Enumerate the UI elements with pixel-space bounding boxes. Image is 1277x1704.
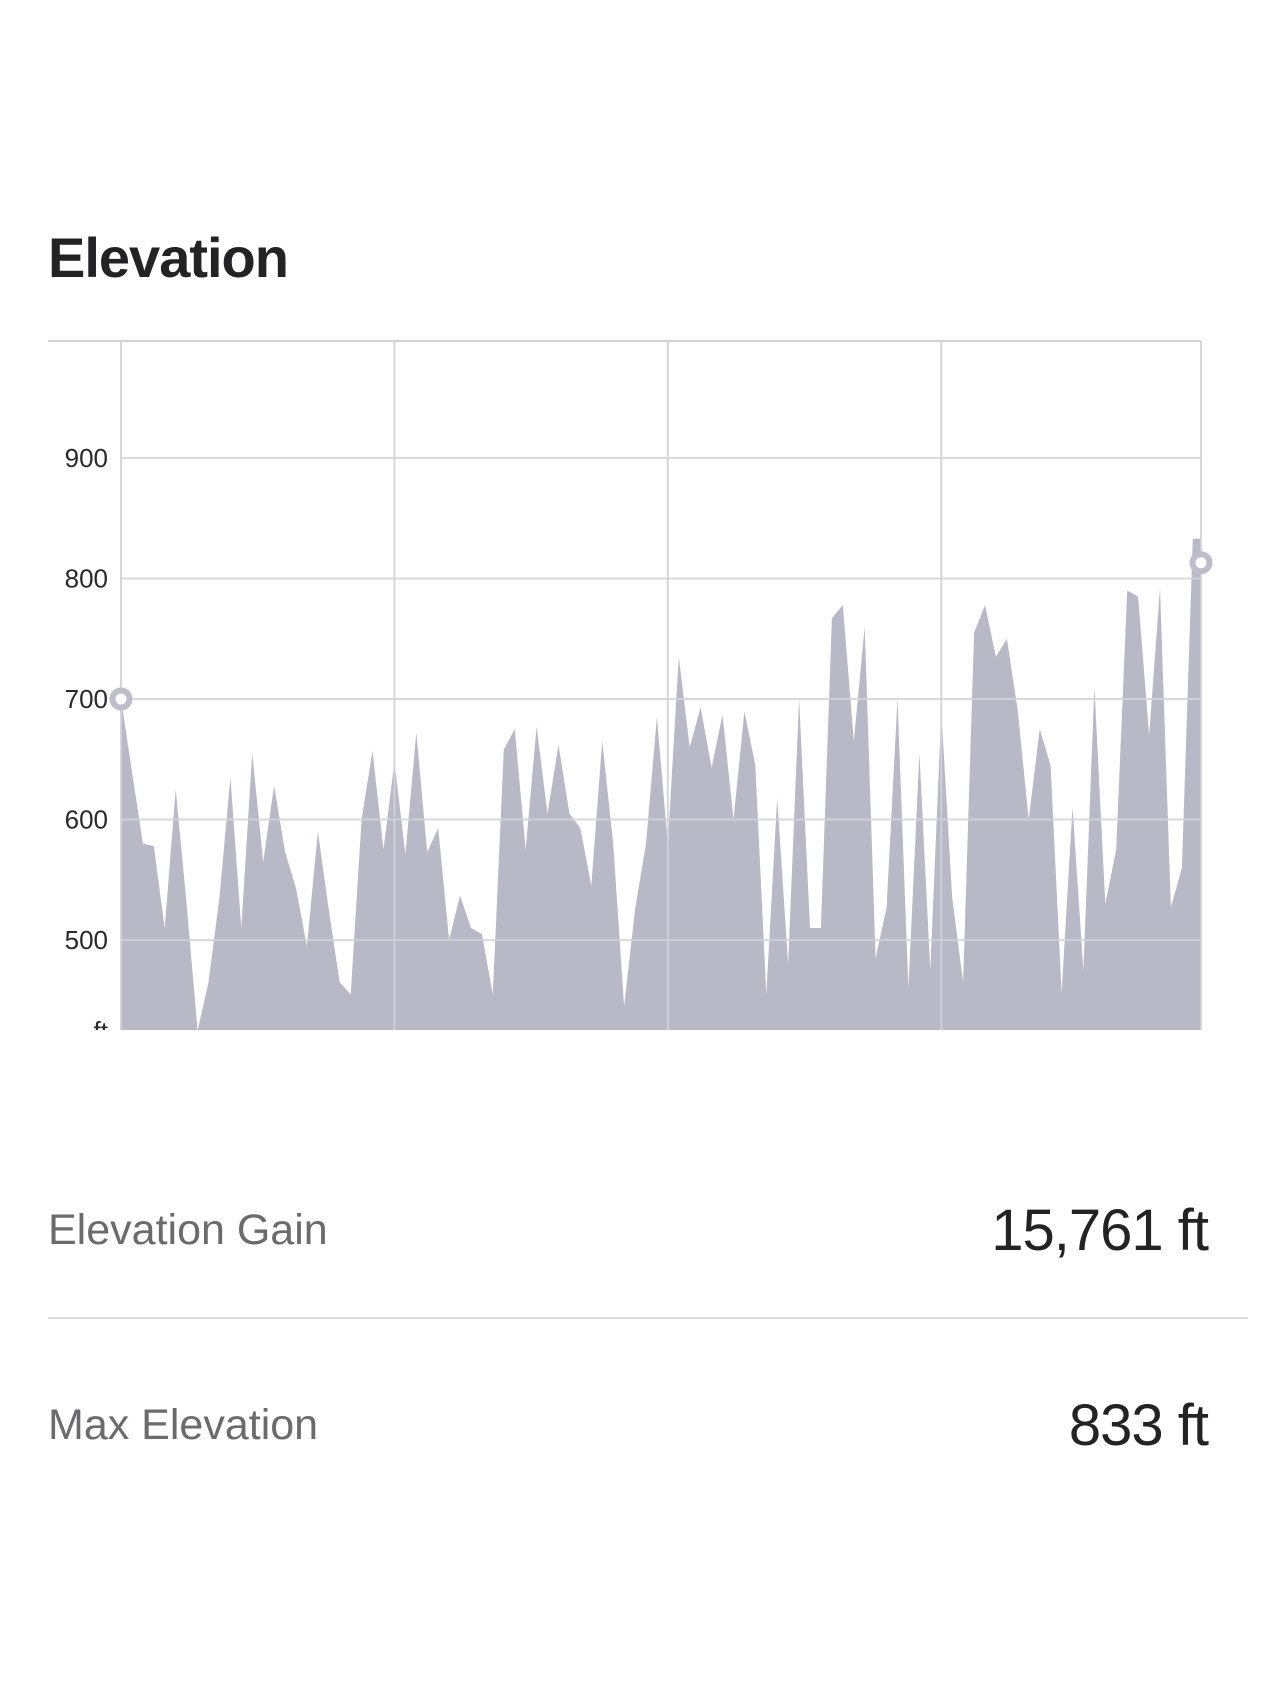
- y-tick-label-700: 700: [65, 684, 108, 714]
- y-unit-label: ft: [94, 1016, 109, 1030]
- y-tick-label-600: 600: [65, 805, 108, 835]
- start-marker: [109, 687, 133, 711]
- stats-divider: [48, 1317, 1248, 1319]
- section-title: Elevation: [48, 226, 289, 289]
- end-marker: [1189, 551, 1213, 575]
- elevation-gain-value: 15,761 ft: [991, 1197, 1209, 1263]
- elevation-chart: 500600700800900ftmi20.040.060.0: [48, 340, 1213, 1030]
- y-tick-label-500: 500: [65, 925, 108, 955]
- max-elevation-label: Max Elevation: [48, 1400, 319, 1449]
- max-elevation-value: 833 ft: [1068, 1392, 1209, 1458]
- stat-row-elevation-gain: Elevation Gain 15,761 ft: [48, 1175, 1209, 1285]
- y-tick-label-800: 800: [65, 563, 108, 593]
- elevation-gain-label: Elevation Gain: [48, 1205, 328, 1254]
- y-tick-label-900: 900: [65, 443, 108, 473]
- elevation-area: [121, 538, 1201, 1030]
- stat-row-max-elevation: Max Elevation 833 ft: [48, 1370, 1209, 1480]
